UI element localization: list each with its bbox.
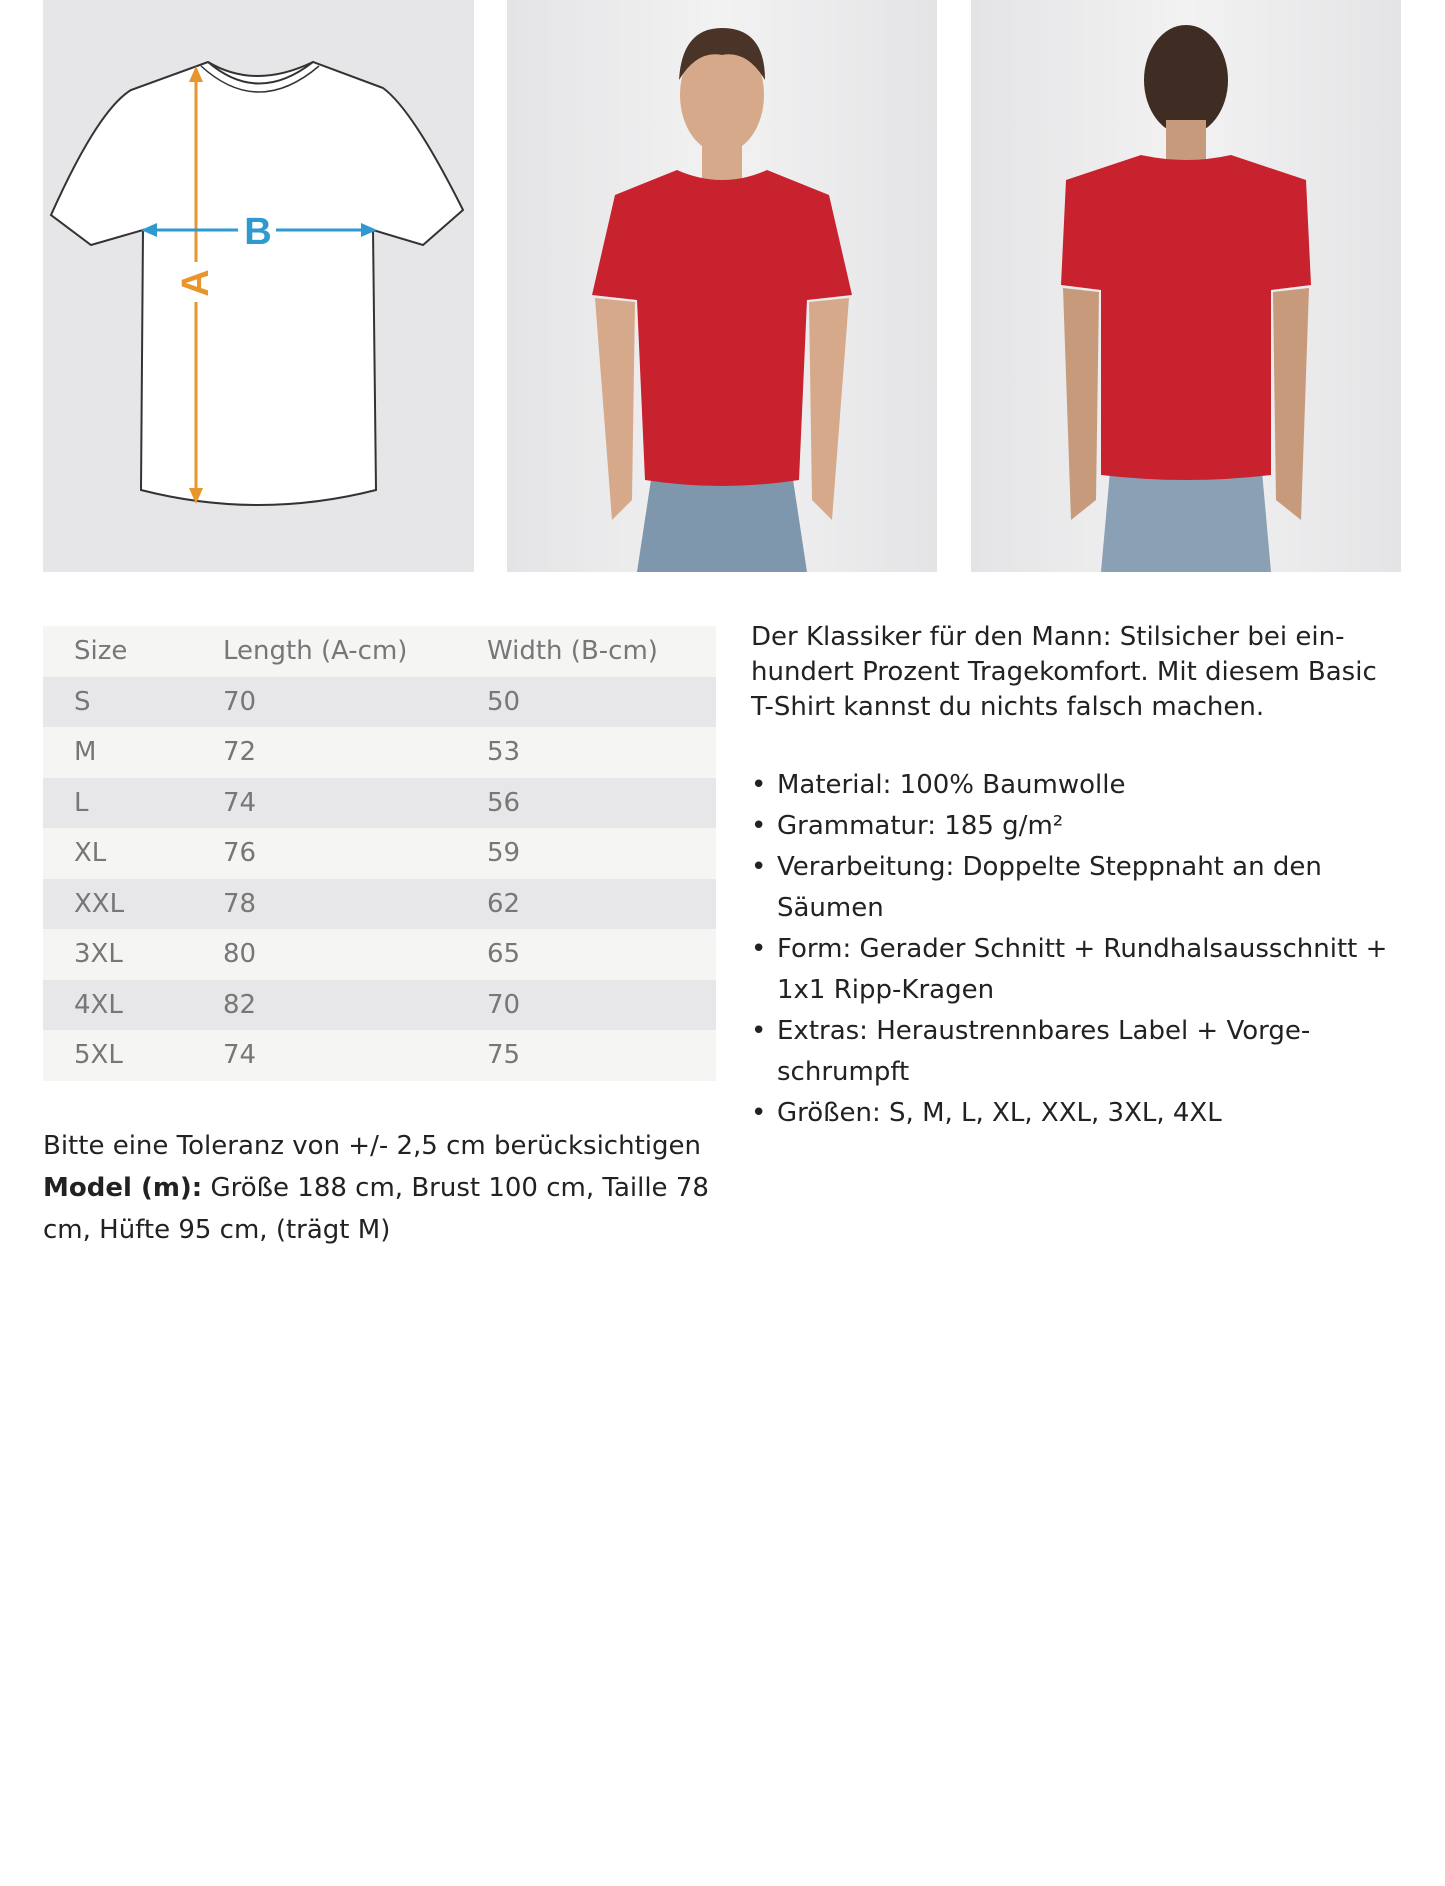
label-b: B xyxy=(244,211,271,253)
red-tshirt-back xyxy=(1061,155,1311,480)
model-back-photo xyxy=(971,0,1401,572)
cell-length: 78 xyxy=(223,888,257,919)
cell-size: S xyxy=(74,686,91,717)
cell-length: 72 xyxy=(223,737,257,768)
feature-item: Verarbeitung: Doppelte Steppnaht an den … xyxy=(751,847,1391,929)
cell-length: 74 xyxy=(223,1040,257,1071)
table-row: XL 76 59 xyxy=(43,828,716,879)
feature-list: Material: 100% Baumwolle Grammatur: 185 … xyxy=(751,765,1391,1134)
cell-width: 75 xyxy=(487,1040,521,1071)
table-header-row: Size Length (A-cm) Width (B-cm) xyxy=(43,626,716,677)
cell-size: 4XL xyxy=(74,989,123,1020)
table-row: S 70 50 xyxy=(43,676,716,727)
table-row: M 72 53 xyxy=(43,727,716,778)
red-tshirt-front xyxy=(592,170,852,486)
cell-width: 62 xyxy=(487,888,521,919)
feature-item: Grammatur: 185 g/m² xyxy=(751,806,1391,847)
cell-size: 3XL xyxy=(74,939,123,970)
model-front-photo xyxy=(507,0,937,572)
cell-width: 50 xyxy=(487,686,521,717)
cell-size: XL xyxy=(74,838,107,869)
tolerance-note: Bitte eine Toleranz von +/- 2,5 cm berüc… xyxy=(43,1131,701,1161)
table-row: XXL 78 62 xyxy=(43,878,716,929)
cell-length: 82 xyxy=(223,989,257,1020)
model-label: Model (m): xyxy=(43,1173,203,1203)
size-table: Size Length (A-cm) Width (B-cm) S 70 50 M 7… xyxy=(43,626,716,1081)
tshirt-outline-diagram: A B xyxy=(49,60,465,506)
model-info: Model (m): Größe 188 cm, Brust 100 cm, T… xyxy=(43,1167,723,1251)
cell-width: 56 xyxy=(487,787,521,818)
cell-length: 70 xyxy=(223,686,257,717)
feature-item: Extras: Heraustrennbares Label + Vorge-s… xyxy=(751,1011,1391,1093)
cell-width: 59 xyxy=(487,838,521,869)
cell-size: L xyxy=(74,787,89,818)
cell-width: 53 xyxy=(487,737,521,768)
table-row: 4XL 82 70 xyxy=(43,979,716,1030)
cell-size: M xyxy=(74,737,97,768)
cell-size: 5XL xyxy=(74,1040,123,1071)
cell-width: 65 xyxy=(487,939,521,970)
cell-length: 80 xyxy=(223,939,257,970)
product-description: Der Klassiker für den Mann: Stilsicher b… xyxy=(751,620,1391,1134)
header-width: Width (B-cm) xyxy=(487,636,658,667)
cell-length: 74 xyxy=(223,787,257,818)
header-length: Length (A-cm) xyxy=(223,636,408,667)
label-a: A xyxy=(175,269,217,296)
feature-item: Material: 100% Baumwolle xyxy=(751,765,1391,806)
cell-size: XXL xyxy=(74,888,125,919)
table-row: 3XL 80 65 xyxy=(43,929,716,980)
cell-length: 76 xyxy=(223,838,257,869)
size-diagram: A B xyxy=(43,0,474,572)
header-size: Size xyxy=(74,636,128,667)
description-intro: Der Klassiker für den Mann: Stilsicher b… xyxy=(751,622,1377,722)
table-row: L 74 56 xyxy=(43,777,716,828)
fit-note: Bitte eine Toleranz von +/- 2,5 cm berüc… xyxy=(43,1125,723,1251)
table-row: 5XL 74 75 xyxy=(43,1030,716,1081)
feature-item: Größen: S, M, L, XL, XXL, 3XL, 4XL xyxy=(751,1093,1391,1134)
cell-width: 70 xyxy=(487,989,521,1020)
feature-item: Form: Gerader Schnitt + Rundhalsausschni… xyxy=(751,929,1391,1011)
model-measurements: Größe 188 cm, Brust 100 cm, Taille 78 cm… xyxy=(43,1173,709,1245)
